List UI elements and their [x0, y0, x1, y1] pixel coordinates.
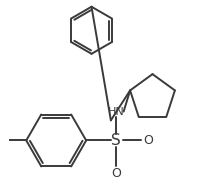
Text: S: S — [111, 133, 121, 148]
Text: HN: HN — [108, 107, 125, 117]
Text: O: O — [143, 134, 153, 147]
Text: O: O — [111, 167, 121, 180]
